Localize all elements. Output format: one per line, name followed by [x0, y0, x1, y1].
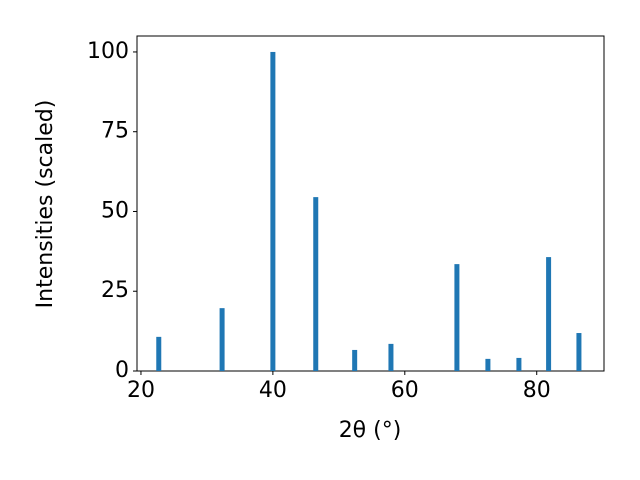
- bar: [388, 343, 394, 371]
- y-axis-label: Intensities (scaled): [33, 100, 58, 309]
- y-tick-label: 100: [87, 39, 129, 64]
- bar: [485, 358, 491, 371]
- bar: [270, 51, 276, 371]
- plot-frame: [136, 35, 605, 372]
- x-tick-label: 40: [259, 378, 287, 403]
- bar: [156, 336, 162, 371]
- y-tick-label: 50: [101, 198, 129, 223]
- bar: [454, 264, 460, 371]
- x-tick-label: 60: [391, 378, 419, 403]
- bar: [516, 357, 522, 371]
- x-axis-label: 2θ (°): [339, 418, 402, 443]
- bar: [576, 333, 582, 371]
- y-tick-label: 75: [101, 119, 129, 144]
- bar: [352, 349, 358, 371]
- bar: [313, 197, 319, 371]
- y-tick-label: 0: [115, 358, 129, 383]
- bar: [546, 257, 552, 371]
- y-tick-label: 25: [101, 278, 129, 303]
- x-tick-label: 20: [127, 378, 155, 403]
- bar: [219, 308, 225, 371]
- x-tick-label: 80: [523, 378, 551, 403]
